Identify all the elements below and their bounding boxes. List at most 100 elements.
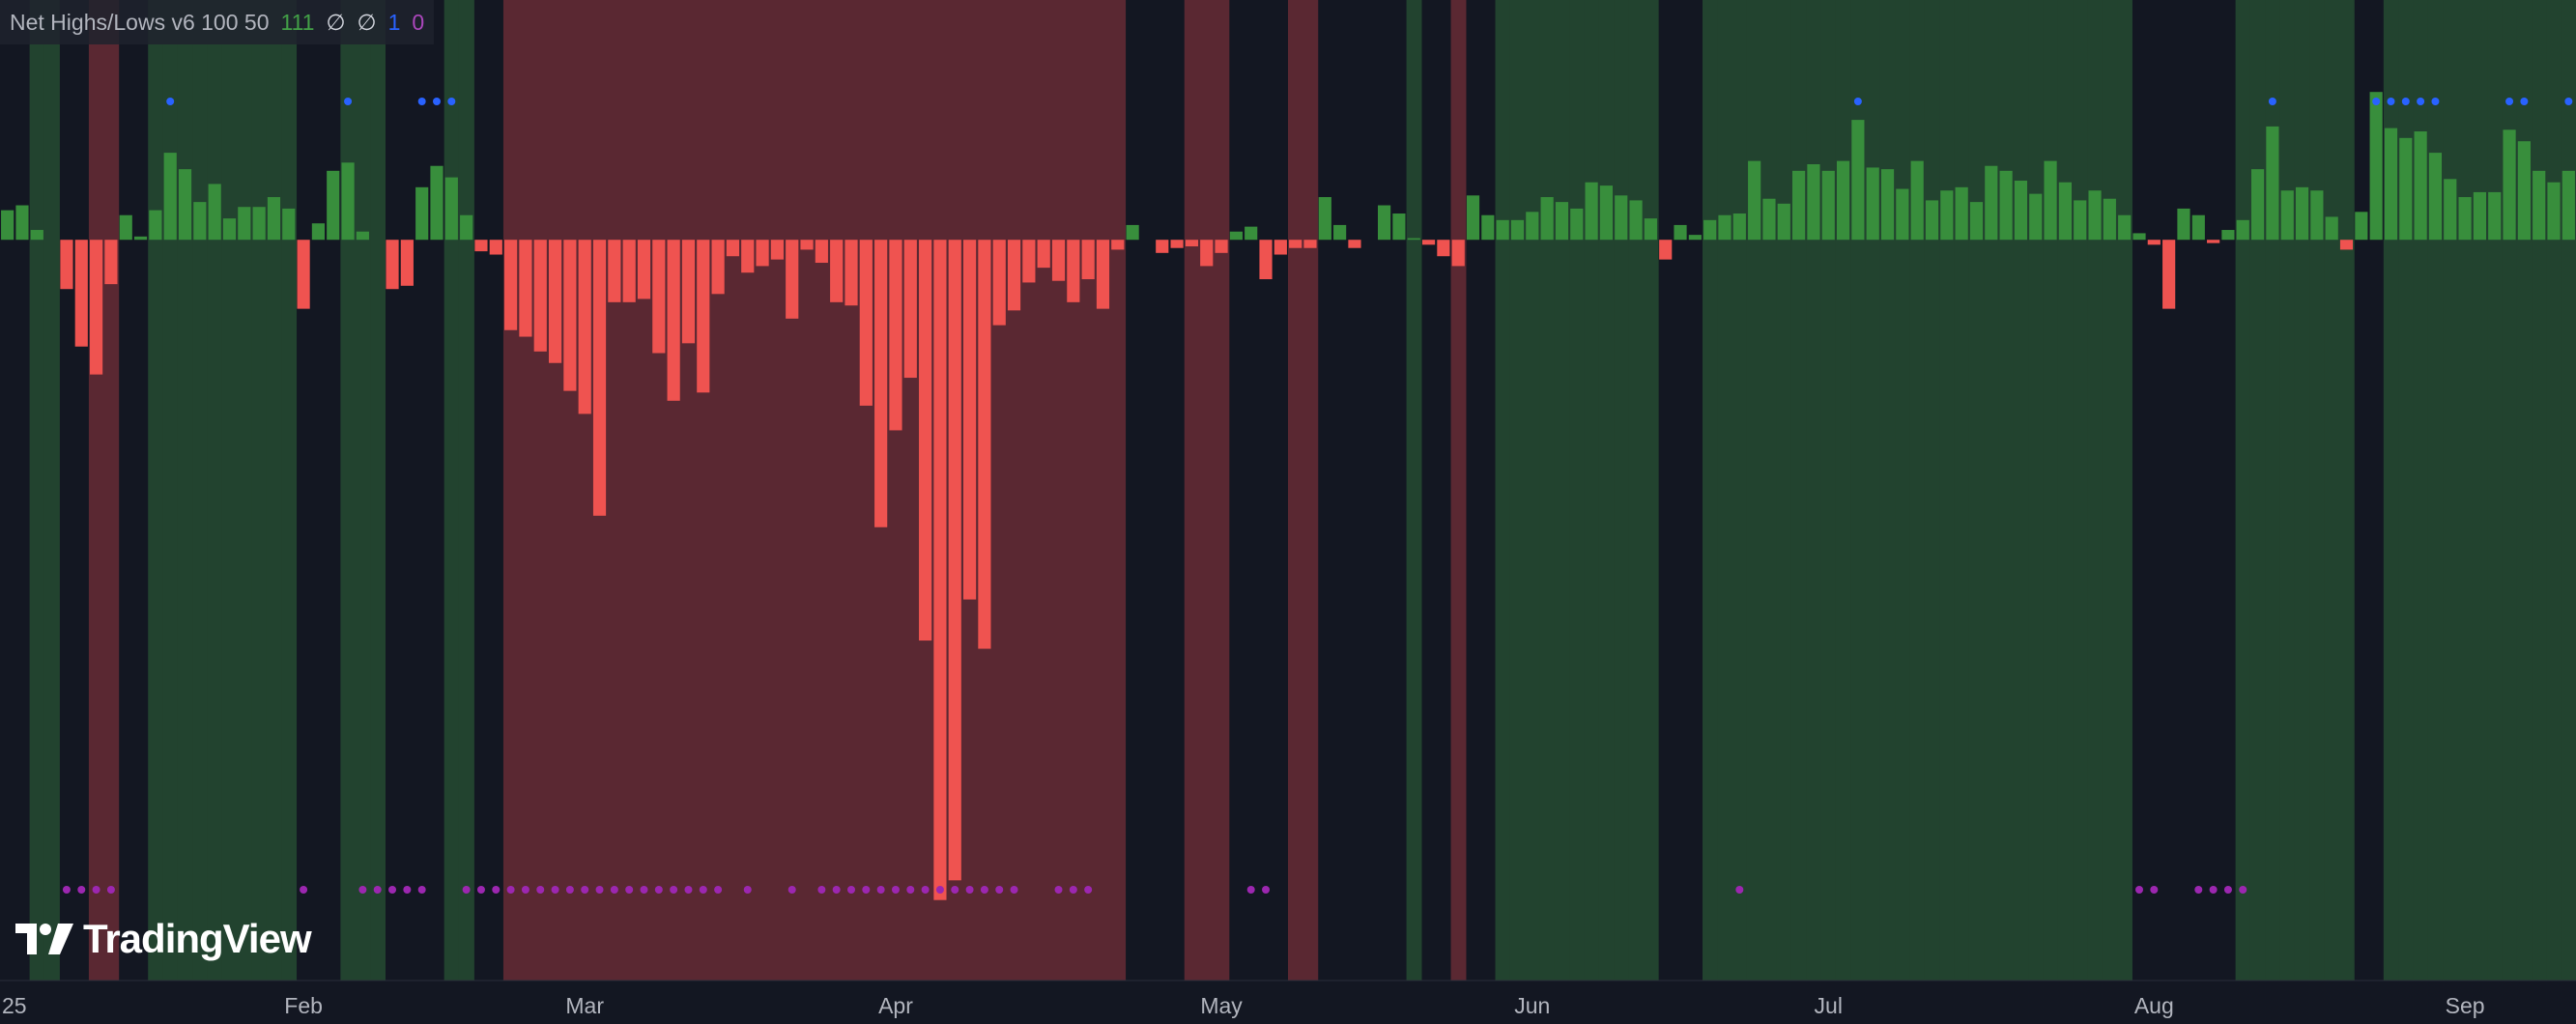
bar xyxy=(2444,179,2457,241)
bar xyxy=(1851,120,1865,241)
new-low-marker xyxy=(581,886,589,894)
bar xyxy=(2044,160,2057,241)
bar xyxy=(533,240,547,352)
bar xyxy=(252,207,266,241)
new-low-marker xyxy=(521,886,530,894)
bar xyxy=(1526,212,1539,241)
bar xyxy=(2103,198,2116,241)
new-low-marker xyxy=(1054,886,1063,894)
regime-band xyxy=(1095,0,1111,981)
regime-band xyxy=(1584,0,1600,981)
regime-band xyxy=(1924,0,1940,981)
regime-band xyxy=(251,0,268,981)
new-low-marker xyxy=(951,886,959,894)
bar xyxy=(1318,197,1331,241)
bar xyxy=(327,170,340,241)
bar xyxy=(1407,238,1420,241)
bar xyxy=(149,210,162,241)
bar xyxy=(1748,160,1761,241)
regime-band xyxy=(1865,0,1881,981)
regime-band xyxy=(1199,0,1215,981)
regime-band xyxy=(2279,0,2296,981)
regime-band xyxy=(2057,0,2074,981)
regime-band xyxy=(177,0,193,981)
new-low-marker xyxy=(373,886,382,894)
regime-band xyxy=(1554,0,1570,981)
bar xyxy=(1348,240,1361,248)
new-low-marker xyxy=(417,886,426,894)
regime-band xyxy=(2043,0,2059,981)
bar xyxy=(1378,205,1391,241)
new-low-marker xyxy=(817,886,826,894)
new-low-marker xyxy=(1084,886,1093,894)
bar xyxy=(1333,224,1347,241)
bar xyxy=(2088,190,2102,241)
regime-band xyxy=(2383,0,2399,981)
bar xyxy=(859,240,873,406)
bar xyxy=(178,169,192,241)
bar xyxy=(2132,233,2146,241)
bar xyxy=(519,240,532,337)
bar xyxy=(1999,170,2013,241)
legend-value: 111 xyxy=(280,9,315,35)
bar xyxy=(1200,240,1214,267)
bar xyxy=(1037,240,1050,269)
regime-band xyxy=(1614,0,1630,981)
x-tick-label: Aug xyxy=(2134,993,2174,1018)
regime-band xyxy=(458,0,474,981)
bar xyxy=(1466,195,1480,241)
regime-band xyxy=(2249,0,2266,981)
new-low-marker xyxy=(610,886,618,894)
regime-band xyxy=(785,0,800,981)
bar xyxy=(2014,181,2028,241)
new-low-marker xyxy=(980,886,988,894)
bar xyxy=(1555,202,1569,241)
bar xyxy=(770,240,784,260)
regime-band xyxy=(103,0,120,981)
new-low-marker xyxy=(403,886,412,894)
regime-band xyxy=(207,0,223,981)
new-low-marker xyxy=(787,886,796,894)
regime-band xyxy=(1598,0,1615,981)
bar xyxy=(1081,240,1095,280)
regime-band xyxy=(2338,0,2355,981)
bar xyxy=(163,153,177,241)
x-tick-label: Sep xyxy=(2446,993,2485,1018)
regime-band xyxy=(666,0,682,981)
bar xyxy=(1303,240,1317,248)
watermark: TradingView xyxy=(15,916,312,962)
regime-band xyxy=(444,0,460,981)
regime-band xyxy=(725,0,741,981)
regime-band xyxy=(1850,0,1867,981)
bar xyxy=(1421,240,1436,245)
regime-band xyxy=(2457,0,2474,981)
bar xyxy=(800,240,814,250)
x-tick-label: Jul xyxy=(1815,993,1843,1018)
regime-band xyxy=(2073,0,2088,981)
bar xyxy=(756,240,769,267)
regime-band xyxy=(991,0,1008,981)
regime-band xyxy=(237,0,253,981)
regime-band xyxy=(1909,0,1926,981)
new-low-marker xyxy=(2223,886,2232,894)
regime-band xyxy=(192,0,209,981)
bar xyxy=(15,205,29,241)
bar xyxy=(90,240,103,375)
bar xyxy=(1392,213,1406,241)
bar xyxy=(1644,218,1657,241)
regime-band xyxy=(1790,0,1807,981)
new-low-marker xyxy=(906,886,915,894)
bar xyxy=(1615,195,1628,241)
regime-band xyxy=(829,0,844,981)
new-high-marker xyxy=(344,98,353,105)
bar xyxy=(1289,240,1302,248)
bar xyxy=(1629,200,1643,241)
new-low-marker xyxy=(506,886,515,894)
regime-band xyxy=(858,0,874,981)
bar xyxy=(1585,182,1598,241)
bar xyxy=(2473,191,2486,241)
new-low-marker xyxy=(625,886,634,894)
regime-band xyxy=(2117,0,2132,981)
regime-band xyxy=(844,0,860,981)
